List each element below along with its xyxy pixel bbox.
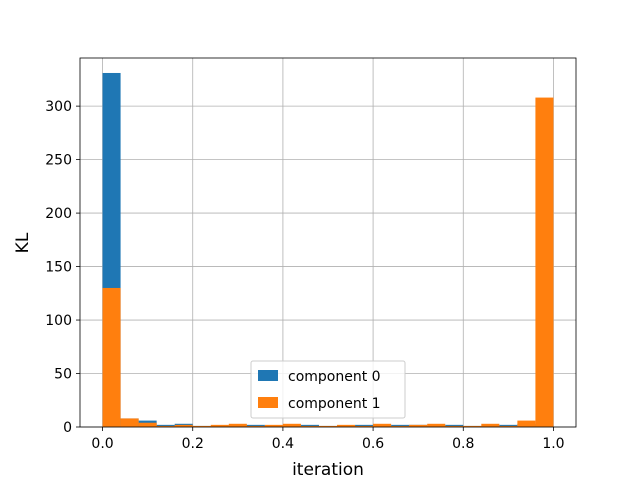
- bar-component-1: [427, 423, 446, 427]
- bar-component-1: [337, 424, 356, 427]
- bar-component-1: [138, 422, 157, 427]
- x-tick-label: 0.6: [362, 436, 384, 452]
- legend-label-component-0: component 0: [288, 369, 381, 385]
- plot-frame: [79, 57, 577, 428]
- legend-box: [250, 360, 406, 419]
- legend-label-component-1: component 1: [288, 396, 381, 412]
- bar-component-1: [156, 425, 175, 427]
- bar-component-1: [174, 424, 193, 427]
- legend-swatch-component-1: [258, 397, 278, 408]
- bar-component-1: [391, 425, 410, 427]
- bar-component-1: [264, 424, 283, 427]
- bar-component-1: [373, 423, 392, 427]
- y-tick-label: 250: [45, 153, 72, 169]
- x-tick-label: 0.2: [182, 436, 204, 452]
- bar-component-1: [355, 425, 374, 427]
- y-tick-label: 100: [45, 313, 72, 329]
- x-tick-label: 1.0: [542, 436, 564, 452]
- bar-component-1: [192, 425, 211, 427]
- bar-component-1: [463, 425, 482, 427]
- bar-component-1: [409, 424, 428, 427]
- x-tick-label: 0.4: [272, 436, 294, 452]
- bar-component-1: [246, 425, 265, 427]
- bar-component-1: [445, 425, 464, 427]
- y-tick-label: 150: [45, 260, 72, 276]
- y-axis-title: KL: [13, 232, 33, 253]
- bar-component-1: [282, 423, 301, 427]
- bar-component-1: [535, 97, 554, 427]
- legend: component 0 component 1: [250, 360, 406, 419]
- x-axis-ticks: 0.0 0.2 0.4 0.6 0.8 1.0: [91, 427, 565, 452]
- y-tick-label: 200: [45, 206, 72, 222]
- bar-component-1: [210, 424, 229, 427]
- x-axis-title: iteration: [292, 460, 364, 480]
- bar-component-1: [318, 425, 338, 427]
- bar-component-1: [517, 420, 536, 427]
- bar-component-1: [499, 425, 518, 427]
- legend-swatch-component-0: [258, 370, 278, 381]
- y-tick-label: 300: [45, 99, 72, 115]
- x-tick-label: 0.8: [452, 436, 474, 452]
- x-tick-label: 0.0: [91, 436, 113, 452]
- bar-component-1: [228, 423, 247, 427]
- grid: [80, 58, 576, 428]
- y-tick-label: 0: [63, 420, 72, 436]
- bar-component-1: [300, 425, 319, 427]
- y-axis-ticks: 0 50 100 150 200 250 300: [45, 99, 80, 436]
- bar-component-1: [120, 418, 139, 427]
- bar-component-1: [102, 287, 121, 427]
- bar-component-1: [481, 423, 500, 427]
- bars: [102, 72, 554, 428]
- y-tick-label: 50: [54, 367, 72, 383]
